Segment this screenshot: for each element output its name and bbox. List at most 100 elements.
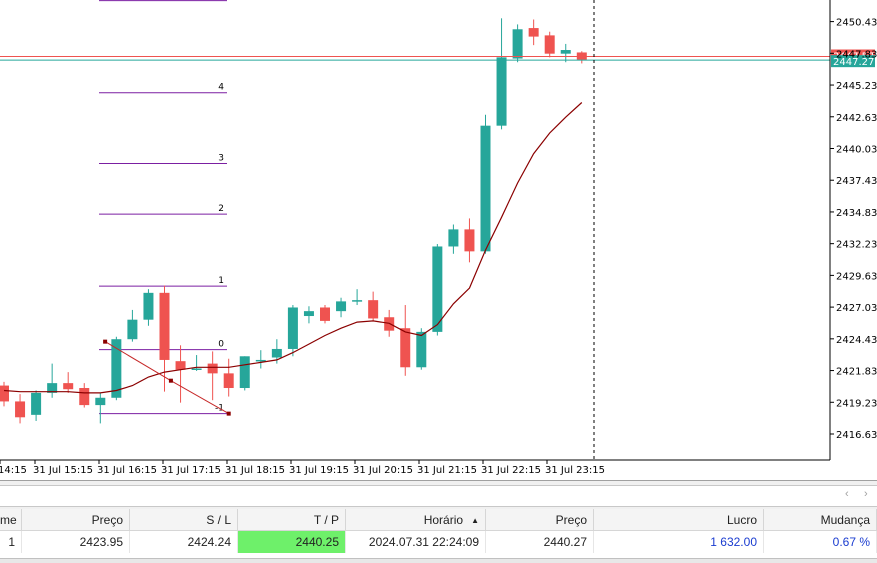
time-tick-label: 31 Jul 17:15 [161, 465, 221, 476]
toolbox-terminal: ‹ › me Preço S / L T / P Horário ▲ Preço … [0, 480, 877, 563]
moving-average-line [3, 102, 583, 394]
bear-candle [15, 401, 26, 418]
price-tick-label: 2424.43 [836, 335, 877, 346]
price-tick-label: 2427.03 [836, 303, 877, 314]
price-tick-label: 2437.43 [836, 176, 877, 187]
price-tick-label: 2432.23 [836, 240, 877, 251]
bull-candle [512, 29, 523, 59]
bear-candle [544, 35, 555, 54]
bull-candle [352, 300, 363, 302]
bull-candle [239, 356, 250, 389]
price-lines: 2447.572447.27 [0, 0, 875, 460]
bid-price-tag [831, 55, 875, 68]
time-tick-label: 31 Jul 22:15 [481, 465, 541, 476]
fib-level-label: 3 [218, 154, 224, 164]
bull-candle [336, 301, 347, 312]
bull-candle [31, 392, 42, 415]
bull-candle [560, 50, 571, 54]
column-header-tp[interactable]: T / P [238, 509, 346, 531]
bull-candle [95, 397, 106, 406]
time-axis: 14:15 31 Jul 15:15 31 Jul 16:15 31 Jul 17:1… [0, 460, 605, 476]
price-tick-label: 2434.83 [836, 208, 877, 219]
scroll-left-icon[interactable]: ‹ [845, 488, 849, 500]
bear-candle [0, 385, 9, 402]
bull-candle [432, 246, 443, 332]
price-tick-label: 2440.03 [836, 144, 877, 155]
bull-candle [191, 368, 202, 370]
sort-ascending-icon: ▲ [471, 515, 479, 525]
fib-level-label: 4 [218, 83, 224, 93]
fib-level-label: 0 [218, 340, 224, 350]
bull-candle [287, 307, 298, 349]
bull-candle [496, 57, 507, 126]
column-header-time-label: Horário [423, 513, 464, 527]
time-tick-label: 31 Jul 23:15 [545, 465, 605, 476]
bull-candle [127, 319, 138, 340]
trade-stop-loss[interactable]: 2424.24 [130, 531, 238, 553]
price-axis: 2450.43 2447.83 2445.23 2442.63 2440.03 2437.… [0, 0, 877, 461]
trade-table: me Preço S / L T / P Horário ▲ Preço Lucr… [0, 509, 877, 561]
column-header-current-price[interactable]: Preço [486, 509, 594, 531]
trade-take-profit[interactable]: 2440.25 [238, 531, 346, 553]
bear-candle [207, 363, 218, 374]
bear-candle [528, 28, 539, 37]
bid-price-tag-text: 2447.27 [833, 57, 874, 68]
price-tick-label: 2445.23 [836, 81, 877, 92]
bull-candle [480, 125, 491, 252]
time-tick-label: 31 Jul 18:15 [225, 465, 285, 476]
trade-change[interactable]: 0.67 % [764, 531, 877, 553]
terminal-tab-bar: ‹ › [0, 485, 877, 507]
trend-drawing [103, 339, 231, 416]
column-header-change[interactable]: Mudança [764, 509, 877, 531]
candle-series [0, 18, 587, 424]
bear-candle [400, 328, 411, 368]
bull-candle [416, 331, 427, 368]
time-tick-label: 31 Jul 20:15 [353, 465, 413, 476]
bull-candle [47, 383, 58, 393]
column-header-time[interactable]: Horário ▲ [346, 509, 486, 531]
bull-candle [303, 311, 314, 317]
trade-profit[interactable]: 1 632.00 [594, 531, 764, 553]
time-tick-label: 31 Jul 19:15 [289, 465, 349, 476]
bear-candle [79, 388, 90, 406]
bull-candle [271, 348, 282, 358]
trade-current-price[interactable]: 2440.27 [486, 531, 594, 553]
bear-candle [223, 373, 234, 389]
trade-open-price[interactable]: 2423.95 [22, 531, 130, 553]
scroll-right-icon[interactable]: › [864, 488, 868, 500]
bear-candle [175, 361, 186, 370]
fib-level-label: 1 [218, 276, 224, 286]
column-header-price[interactable]: Preço [22, 509, 130, 531]
bear-candle [63, 383, 74, 390]
time-tick-label: 31 Jul 21:15 [417, 465, 477, 476]
bull-candle [255, 359, 266, 362]
price-tick-label: 2421.83 [836, 367, 877, 378]
column-header-volume[interactable]: me [0, 509, 22, 531]
time-tick-label: 14:15 [0, 465, 27, 476]
price-tick-label: 2419.23 [836, 398, 877, 409]
bear-candle [464, 229, 475, 252]
trend-anchor-point [226, 411, 231, 416]
column-header-profit[interactable]: Lucro [594, 509, 764, 531]
bear-candle [320, 307, 330, 321]
time-tick-label: 31 Jul 15:15 [33, 465, 93, 476]
trend-anchor-point [103, 339, 108, 344]
trade-volume[interactable]: 1 [0, 531, 22, 553]
bear-candle [368, 300, 379, 319]
price-tick-label: 2447.83 [836, 49, 877, 60]
price-tick-label: 2429.63 [836, 271, 877, 282]
bottom-scrollbar[interactable] [0, 558, 877, 563]
moving-average [3, 102, 583, 394]
bear-candle [159, 292, 170, 360]
bull-candle [143, 292, 154, 320]
price-tick-label: 2416.63 [836, 430, 877, 441]
trade-time[interactable]: 2024.07.31 22:24:09 [346, 531, 486, 553]
price-tick-label: 2442.63 [836, 113, 877, 124]
fib-level-label: 2 [218, 204, 224, 214]
bull-candle [448, 229, 459, 247]
bull-candle [111, 339, 122, 398]
time-tick-label: 31 Jul 16:15 [97, 465, 157, 476]
column-header-sl[interactable]: S / L [130, 509, 238, 531]
